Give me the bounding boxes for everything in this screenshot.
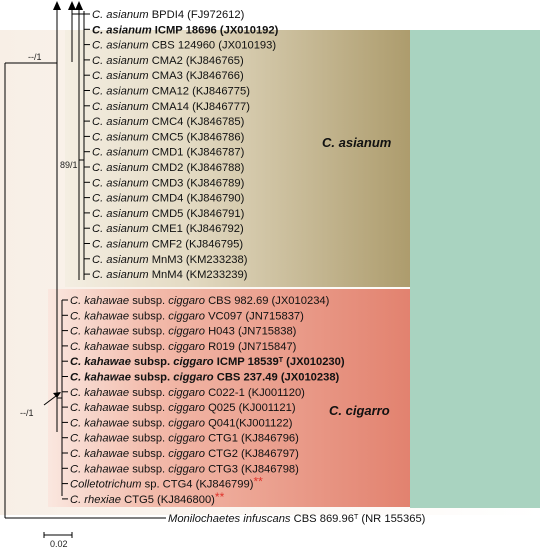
cigarro-taxon-label: Colletotrichum sp. CTG4 (KJ846799)** — [70, 475, 263, 491]
asianum-taxon-label: C. asianum CMA12 (KJ846775) — [92, 86, 250, 98]
green-band — [410, 30, 540, 508]
arrow-up-icon — [68, 1, 76, 10]
arrow-up-icon — [75, 1, 83, 10]
asianum-taxon-label: C. asianum CMA14 (KJ846777) — [92, 101, 250, 113]
clade-label-asianum: C. asianum — [322, 135, 392, 150]
asianum-taxon-label: C. asianum CMD3 (KJ846789) — [92, 177, 245, 189]
asianum-leaves: C. asianum BPDI4 (FJ972612) C. asianum IC… — [72, 9, 279, 281]
cigarro-taxon-label: C. kahawae subsp. ciggaro C022-1 (KJ0011… — [70, 387, 305, 399]
support-cigarro: --/1 — [20, 408, 34, 418]
arrow-pointer-icon — [53, 392, 61, 398]
asianum-taxon-label: C. asianum CMD1 (KJ846787) — [92, 147, 245, 159]
asianum-taxon-label: C. asianum CMA3 (KJ846766) — [92, 70, 244, 82]
asianum-taxon-label: C. asianum CME1 (KJ846792) — [92, 223, 244, 235]
asianum-taxon-label: C. asianum MnM4 (KM233239) — [92, 269, 248, 281]
cigarro-leaves: C. kahawae subsp. ciggaro CBS 982.69 (JX… — [62, 295, 345, 506]
cigarro-taxon-label: C. kahawae subsp. ciggaro H043 (JN715838… — [70, 326, 297, 338]
scale-bar-label: 0.02 — [50, 539, 68, 549]
asianum-band — [65, 30, 410, 287]
clade-label-cigarro: C. cigarro — [329, 403, 390, 418]
cigarro-taxon-label: C. kahawae subsp. ciggaro CBS 982.69 (JX… — [70, 295, 330, 307]
asianum-taxon-label: C. asianum CMD5 (KJ846791) — [92, 208, 245, 220]
cigarro-taxon-label: C. kahawae subsp. ciggaro ICMP 18539T (J… — [70, 356, 345, 368]
asianum-taxon-label: C. asianum CMD4 (KJ846790) — [92, 193, 245, 205]
cigarro-taxon-label: C. kahawae subsp. ciggaro Q041(KJ001122) — [70, 417, 293, 429]
cigarro-taxon-label: C. rhexiae CTG5 (KJ846800)** — [70, 490, 225, 506]
cigarro-taxon-label: C. kahawae subsp. ciggaro Q025 (KJ001121… — [70, 402, 296, 414]
arrow-up-icon — [53, 1, 61, 10]
asianum-taxon-label: C. asianum CMD2 (KJ846788) — [92, 162, 245, 174]
support-outer: --/1 — [28, 52, 42, 62]
asianum-taxon-label: C. asianum ICMP 18696 (JX010192) — [92, 24, 279, 36]
cigarro-taxon-label: C. kahawae subsp. ciggaro CTG3 (KJ846798… — [70, 463, 299, 475]
asianum-taxon-label: C. asianum CMF2 (KJ846795) — [92, 239, 243, 251]
cigarro-taxon-label: C. kahawae subsp. ciggaro CBS 237.49 (JX… — [70, 372, 340, 384]
cigarro-taxon-label: C. kahawae subsp. ciggaro CTG1 (KJ846796… — [70, 433, 299, 445]
asianum-taxon-label: C. asianum CMC4 (KJ846785) — [92, 116, 245, 128]
tree-branches — [4, 4, 166, 519]
cigarro-band — [48, 289, 410, 507]
cigarro-taxon-label: C. kahawae subsp. ciggaro VC097 (JN71583… — [70, 310, 304, 322]
cigarro-taxon-label: C. kahawae subsp. ciggaro R019 (JN715847… — [70, 341, 297, 353]
asianum-taxon-label: C. asianum BPDI4 (FJ972612) — [92, 9, 245, 21]
asianum-taxon-label: C. asianum CBS 124960 (JX010193) — [92, 40, 276, 52]
cigarro-taxon-label: C. kahawae subsp. ciggaro CTG2 (KJ846797… — [70, 448, 299, 460]
asianum-taxon-label: C. asianum CMC5 (KJ846786) — [92, 131, 245, 143]
asianum-taxon-label: C. asianum CMA2 (KJ846765) — [92, 55, 244, 67]
support-asianum: 89/1 — [60, 160, 78, 170]
asianum-taxon-label: C. asianum MnM3 (KM233238) — [92, 254, 248, 266]
outgroup-label: Monilochaetes infuscans CBS 869.96T (NR … — [168, 513, 426, 525]
